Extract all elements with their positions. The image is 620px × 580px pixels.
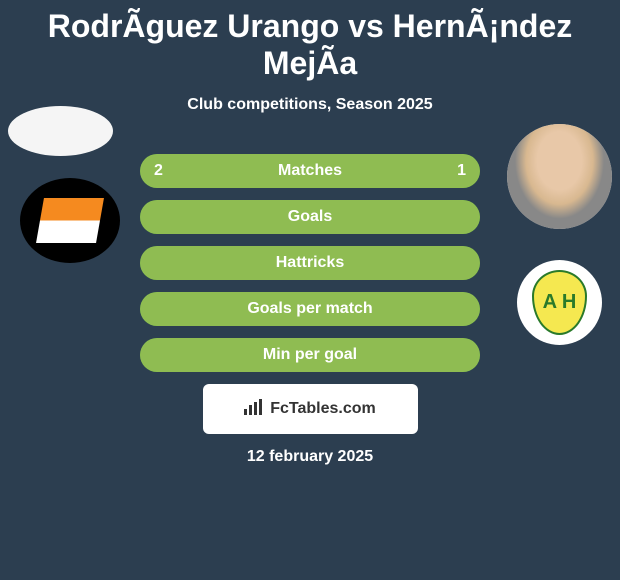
- stat-label: Goals per match: [247, 300, 372, 318]
- stat-bar: 2 Matches 1: [140, 154, 480, 188]
- stat-value-left: 2: [154, 162, 163, 180]
- player-left-avatar: [8, 106, 113, 156]
- brand-box: FcTables.com: [203, 384, 418, 434]
- page-title: RodrÃ­guez Urango vs HernÃ¡ndez MejÃ­a: [0, 8, 620, 82]
- stat-bar: Min per goal: [140, 338, 480, 372]
- stats-area: 2 Matches 1 Goals Hattricks Goals per match Mi…: [140, 154, 480, 372]
- player-right-avatar: [507, 124, 612, 229]
- comparison-card: RodrÃ­guez Urango vs HernÃ¡ndez MejÃ­a C…: [0, 0, 620, 466]
- face-placeholder-icon: [507, 124, 612, 229]
- stat-label: Hattricks: [276, 254, 344, 272]
- date-text: 12 february 2025: [0, 448, 620, 466]
- brand-chart-icon: [244, 399, 264, 420]
- stat-value-right: 1: [457, 162, 466, 180]
- stat-bar: Goals: [140, 200, 480, 234]
- stat-label: Matches: [278, 162, 342, 180]
- ah-badge-icon: A H: [532, 270, 587, 335]
- stat-label: Min per goal: [263, 346, 357, 364]
- brand-text: FcTables.com: [270, 400, 376, 418]
- stat-label: Goals: [288, 208, 332, 226]
- jaguar-logo-icon: [20, 178, 120, 263]
- stat-bar: Goals per match: [140, 292, 480, 326]
- team-right-logo: A H: [517, 260, 602, 345]
- team-left-logo: [20, 178, 120, 263]
- stat-bar: Hattricks: [140, 246, 480, 280]
